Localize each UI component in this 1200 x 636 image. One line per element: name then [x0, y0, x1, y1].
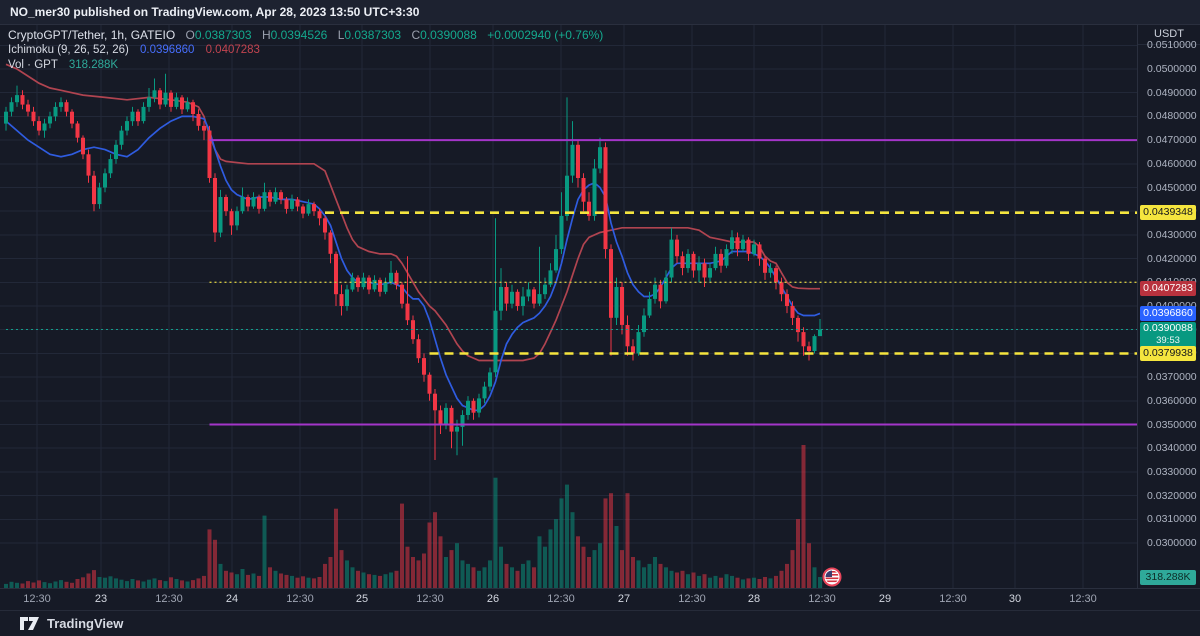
symbol-title: CryptoGPT/Tether, 1h, GATEIO — [8, 28, 176, 42]
time-tick-day-label: 29 — [878, 593, 892, 605]
price-tick-label: 0.0430000 — [1147, 228, 1197, 241]
low-key: L — [337, 28, 345, 42]
time-tick-day-label: 24 — [225, 593, 239, 605]
price-tick-label: 0.0420000 — [1147, 252, 1197, 265]
price-tick-label: 0.0510000 — [1147, 39, 1197, 52]
price-tick-label: 0.0330000 — [1147, 465, 1197, 478]
time-tick-label: 12:30 — [155, 593, 183, 605]
time-tick-label: 12:30 — [286, 593, 314, 605]
high-key: H — [261, 28, 271, 42]
close-value: 0.0390088 — [420, 28, 477, 42]
time-tick-label: 12:30 — [1069, 593, 1097, 605]
chart-legend: CryptoGPT/Tether, 1h, GATEIO O0.0387303 … — [8, 28, 603, 73]
price-tick-label: 0.0310000 — [1147, 513, 1197, 526]
volume-axis-label: 318.288K — [1140, 569, 1196, 585]
open-value: 0.0387303 — [194, 28, 252, 42]
ichimoku-conversion-price-label: 0.0396860 — [1140, 305, 1196, 321]
flag-sticker-icon[interactable] — [822, 567, 842, 587]
price-tick-label: 0.0480000 — [1147, 110, 1197, 123]
low-value: 0.0387303 — [344, 28, 402, 42]
time-tick-day-label: 26 — [486, 593, 500, 605]
price-tick-label: 0.0350000 — [1147, 418, 1197, 431]
publish-info-bar: NO_mer30 published on TradingView.com, A… — [0, 0, 1200, 25]
price-tick-label: 0.0460000 — [1147, 157, 1197, 170]
price-tick-label: 0.0450000 — [1147, 181, 1197, 194]
last-price-label: 0.0390088 39:53 — [1140, 321, 1196, 349]
time-tick-day-label: 25 — [355, 593, 369, 605]
price-tick-label: 0.0300000 — [1147, 537, 1197, 549]
time-tick-label: 12:30 — [678, 593, 706, 605]
time-tick-day-label: 30 — [1008, 593, 1022, 605]
high-value: 0.0394526 — [270, 28, 328, 42]
symbol-legend-row: CryptoGPT/Tether, 1h, GATEIO O0.0387303 … — [8, 28, 603, 43]
time-tick-day-label: 28 — [747, 593, 761, 605]
price-tick-label: 0.0340000 — [1147, 442, 1197, 455]
ichimoku-conversion-value: 0.0396860 — [140, 44, 195, 56]
lower-range-price-label: 0.0379938 — [1140, 346, 1196, 362]
volume-legend-row: Vol · GPT 318.288K — [8, 58, 603, 73]
currency-unit-label: USDT — [1138, 25, 1200, 45]
time-tick-label: 12:30 — [23, 593, 51, 605]
footer-bar: TradingView — [0, 610, 1200, 636]
close-key: C — [411, 28, 421, 42]
publish-info-text: NO_mer30 published on TradingView.com, A… — [10, 5, 420, 19]
open-key: O — [185, 28, 195, 42]
ichimoku-base-value: 0.0407283 — [205, 44, 260, 56]
time-tick-label: 12:30 — [547, 593, 575, 605]
price-tick-label: 0.0370000 — [1147, 371, 1197, 384]
price-axis[interactable]: USDT 0.0510000 0.0500000 0.0490000 0.048000… — [1137, 25, 1200, 588]
brand-text[interactable]: TradingView — [47, 616, 124, 631]
time-tick-label: 12:30 — [939, 593, 967, 605]
time-axis[interactable]: 12:30 23 12:30 24 12:30 25 12:30 26 12:30 27 12:30… — [0, 588, 1200, 610]
time-tick-label: 12:30 — [808, 593, 836, 605]
tradingview-logo-icon[interactable] — [20, 616, 40, 631]
upper-range-price-label: 0.0439348 — [1140, 205, 1196, 221]
price-tick-label: 0.0320000 — [1147, 489, 1197, 502]
time-tick-day-label: 23 — [94, 593, 108, 605]
price-tick-label: 0.0470000 — [1147, 134, 1197, 147]
volume-value: 318.288K — [68, 59, 119, 71]
ichimoku-base-price-label: 0.0407283 — [1140, 281, 1196, 297]
time-tick-label: 12:30 — [416, 593, 444, 605]
chart-canvas[interactable] — [0, 25, 1137, 588]
ichimoku-legend-row: Ichimoku (9, 26, 52, 26) 0.0396860 0.040… — [8, 43, 603, 58]
price-tick-label: 0.0360000 — [1147, 394, 1197, 407]
price-tick-label: 0.0490000 — [1147, 86, 1197, 99]
time-tick-day-label: 27 — [617, 593, 631, 605]
price-tick-label: 0.0500000 — [1147, 63, 1197, 75]
volume-title: Vol · GPT — [8, 59, 58, 71]
ichimoku-title: Ichimoku (9, 26, 52, 26) — [8, 44, 129, 56]
change-value: +0.0002940 (+0.76%) — [487, 28, 604, 42]
